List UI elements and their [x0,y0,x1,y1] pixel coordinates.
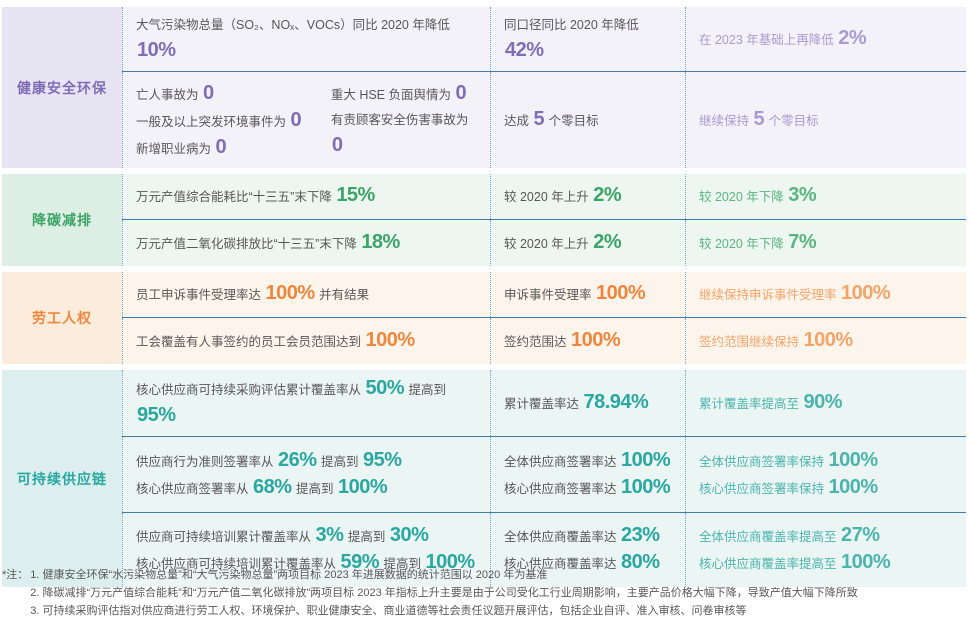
cell-future-target: 较 2020 年下降 7% [685,220,966,266]
cell-progress: 累计覆盖率达 78.94% [490,370,685,436]
category-cell-carbon-reduction: 降碳减排 [2,174,122,266]
cell-progress: 申诉事件受理率 100% [490,272,685,317]
cell-goal: 供应商行为准则签署率从 26% 提高到 95% 核心供应商签署率从 68% 提高到… [122,437,490,512]
cell-future-target: 在 2023 年基础上再降低 2% [685,7,966,71]
section-carbon-reduction: 降碳减排 万元产值综合能耗比“十三五”末下降 15% 较 2020 年上升 2%… [2,174,966,266]
section-labor-rights: 劳工人权 员工申诉事件受理率达 100% 并有结果 申诉事件受理率 100% 继… [2,272,966,364]
category-label: 可持续供应链 [17,470,107,487]
table-row: 员工申诉事件受理率达 100% 并有结果 申诉事件受理率 100% 继续保持申诉… [122,272,966,317]
cell-progress: 全体供应商签署率达 100% 核心供应商签署率达 100% [490,437,685,512]
cell-future-target: 全体供应商覆盖率提高至 27% 核心供应商覆盖率提高至 100% [685,513,966,587]
cell-future-target: 全体供应商签署率保持 100% 核心供应商签署率保持 100% [685,437,966,512]
category-cell-health-safety-env: 健康安全环保 [2,7,122,168]
section-sustainable-supply-chain: 可持续供应链 核心供应商可持续采购评估累计覆盖率从 50% 提高到 95% 累计… [2,370,966,587]
cell-goal: 供应商可持续培训累计覆盖率从 3% 提高到 30% 核心供应商可持续培训累计覆盖率… [122,513,490,587]
table-row: 工会覆盖有人事签约的员工会员范围达到 100% 签约范围达 100% 签约范围继… [122,317,966,364]
section-content: 大气污染物总量（SO₂、NOₓ、VOCs）同比 2020 年降低 10% 同口径… [122,7,966,168]
table-row: 万元产值综合能耗比“十三五”末下降 15% 较 2020 年上升 2% 较 20… [122,174,966,219]
footnote-line: 1. 健康安全环保“水污染物总量”和“大气污染物总量”两项目标 2023 年进展… [30,569,548,581]
table-row: 核心供应商可持续采购评估累计覆盖率从 50% 提高到 95% 累计覆盖率达 78… [122,370,966,436]
footnote-line: 2. 降碳减排“万元产值综合能耗”和“万元产值二氧化碳排放”两项目标 2023 … [30,587,858,599]
goal-subcolumn-right: 重大 HSE 负面舆情为 0 有责顾客安全伤害事故为 0 [330,82,469,156]
cell-future-target: 继续保持 5 个零目标 [685,72,966,168]
section-content: 员工申诉事件受理率达 100% 并有结果 申诉事件受理率 100% 继续保持申诉… [122,272,966,364]
table-row: 大气污染物总量（SO₂、NOₓ、VOCs）同比 2020 年降低 10% 同口径… [122,7,966,71]
footnote-list: 1. 健康安全环保“水污染物总量”和“大气污染物总量”两项目标 2023 年进展… [30,566,857,620]
cell-goal: 亡人事故为 0 一般及以上突发环境事件为 0 新增职业病为 0 重大 HSE 负面舆… [122,72,490,168]
cell-progress: 达成 5 个零目标 [490,72,685,168]
cell-goal: 万元产值综合能耗比“十三五”末下降 15% [122,174,490,219]
table-row: 供应商行为准则签署率从 26% 提高到 95% 核心供应商签署率从 68% 提高到… [122,436,966,512]
category-label: 健康安全环保 [17,79,107,96]
section-content: 核心供应商可持续采购评估累计覆盖率从 50% 提高到 95% 累计覆盖率达 78… [122,370,966,587]
cell-progress: 较 2020 年上升 2% [490,174,685,219]
category-label: 劳工人权 [32,310,92,326]
cell-progress: 全体供应商覆盖率达 23% 核心供应商覆盖率达 80% [490,513,685,587]
table-row: 万元产值二氧化碳排放比“十三五”末下降 18% 较 2020 年上升 2% 较 … [122,219,966,266]
cell-progress: 签约范围达 100% [490,318,685,364]
cell-progress: 同口径同比 2020 年降低 42% [490,7,685,71]
goal-subcolumn-left: 亡人事故为 0 一般及以上突发环境事件为 0 新增职业病为 0 [136,82,302,158]
category-cell-labor-rights: 劳工人权 [2,272,122,364]
cell-goal: 工会覆盖有人事签约的员工会员范围达到 100% [122,318,490,364]
esg-targets-table: 健康安全环保 大气污染物总量（SO₂、NOₓ、VOCs）同比 2020 年降低 … [2,7,966,593]
section-content: 万元产值综合能耗比“十三五”末下降 15% 较 2020 年上升 2% 较 20… [122,174,966,266]
cell-goal: 大气污染物总量（SO₂、NOₓ、VOCs）同比 2020 年降低 10% [122,7,490,71]
cell-goal: 核心供应商可持续采购评估累计覆盖率从 50% 提高到 95% [122,370,490,436]
footnote-marker: *注： [2,569,29,581]
category-cell-sustainable-supply-chain: 可持续供应链 [2,370,122,587]
table-row: 供应商可持续培训累计覆盖率从 3% 提高到 30% 核心供应商可持续培训累计覆盖率… [122,512,966,587]
cell-goal: 员工申诉事件受理率达 100% 并有结果 [122,272,490,317]
cell-goal: 万元产值二氧化碳排放比“十三五”末下降 18% [122,220,490,266]
category-label: 降碳减排 [32,212,92,228]
cell-future-target: 较 2020 年下降 3% [685,174,966,219]
table-row: 亡人事故为 0 一般及以上突发环境事件为 0 新增职业病为 0 重大 HSE 负面舆… [122,71,966,168]
cell-future-target: 继续保持申诉事件受理率 100% [685,272,966,317]
cell-progress: 较 2020 年上升 2% [490,220,685,266]
section-health-safety-env: 健康安全环保 大气污染物总量（SO₂、NOₓ、VOCs）同比 2020 年降低 … [2,7,966,168]
footnotes: *注： 1. 健康安全环保“水污染物总量”和“大气污染物总量”两项目标 2023… [2,566,858,620]
cell-future-target: 累计覆盖率提高至 90% [685,370,966,436]
footnote-line: 3. 可持续采购评估指对供应商进行劳工人权、环境保护、职业健康安全、商业道德等社… [30,605,747,617]
cell-future-target: 签约范围继续保持 100% [685,318,966,364]
